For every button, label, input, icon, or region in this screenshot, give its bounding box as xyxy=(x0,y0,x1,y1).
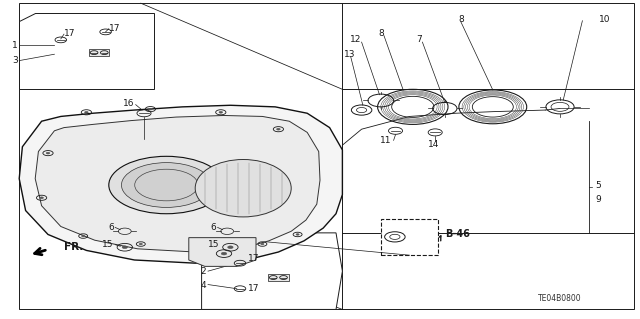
Text: 17: 17 xyxy=(64,29,76,38)
Text: 17: 17 xyxy=(248,254,260,263)
Polygon shape xyxy=(202,233,342,309)
Text: 7: 7 xyxy=(417,35,422,44)
Circle shape xyxy=(84,111,88,113)
Circle shape xyxy=(148,108,152,110)
Text: 5: 5 xyxy=(595,181,601,190)
Circle shape xyxy=(219,111,223,113)
Polygon shape xyxy=(189,238,256,266)
Text: 6: 6 xyxy=(211,223,216,232)
Text: 8: 8 xyxy=(458,15,463,24)
Polygon shape xyxy=(19,105,342,263)
Circle shape xyxy=(204,247,206,248)
Text: FR.: FR. xyxy=(64,242,83,252)
Circle shape xyxy=(46,152,50,154)
Bar xyxy=(268,274,289,281)
Circle shape xyxy=(140,243,142,245)
Text: 4: 4 xyxy=(200,281,206,290)
Text: B-46: B-46 xyxy=(445,229,470,240)
Circle shape xyxy=(82,235,84,237)
Ellipse shape xyxy=(195,160,291,217)
Circle shape xyxy=(40,197,44,199)
Circle shape xyxy=(296,234,299,235)
Text: TE04B0800: TE04B0800 xyxy=(538,294,582,303)
Text: 10: 10 xyxy=(599,15,611,24)
Text: 9: 9 xyxy=(595,195,601,204)
Text: 13: 13 xyxy=(344,50,356,59)
Text: 2: 2 xyxy=(200,267,206,276)
Text: 16: 16 xyxy=(123,99,134,108)
Bar xyxy=(381,219,438,255)
Polygon shape xyxy=(19,13,154,89)
Text: 11: 11 xyxy=(380,136,391,145)
Bar xyxy=(89,49,109,56)
Text: 15: 15 xyxy=(208,240,220,249)
Polygon shape xyxy=(35,115,320,252)
Text: 17: 17 xyxy=(248,284,260,293)
Circle shape xyxy=(228,246,233,249)
Text: 17: 17 xyxy=(109,24,120,33)
Circle shape xyxy=(221,252,227,255)
Circle shape xyxy=(261,243,264,245)
Text: 14: 14 xyxy=(428,140,440,149)
Circle shape xyxy=(109,156,224,214)
Text: 8: 8 xyxy=(378,29,383,38)
Text: 6: 6 xyxy=(108,223,114,232)
Text: 12: 12 xyxy=(349,35,361,44)
Circle shape xyxy=(276,128,280,130)
Text: 3: 3 xyxy=(12,56,18,65)
Text: 15: 15 xyxy=(102,240,114,249)
Circle shape xyxy=(122,246,127,249)
Circle shape xyxy=(122,163,211,207)
Text: 1: 1 xyxy=(12,41,18,50)
